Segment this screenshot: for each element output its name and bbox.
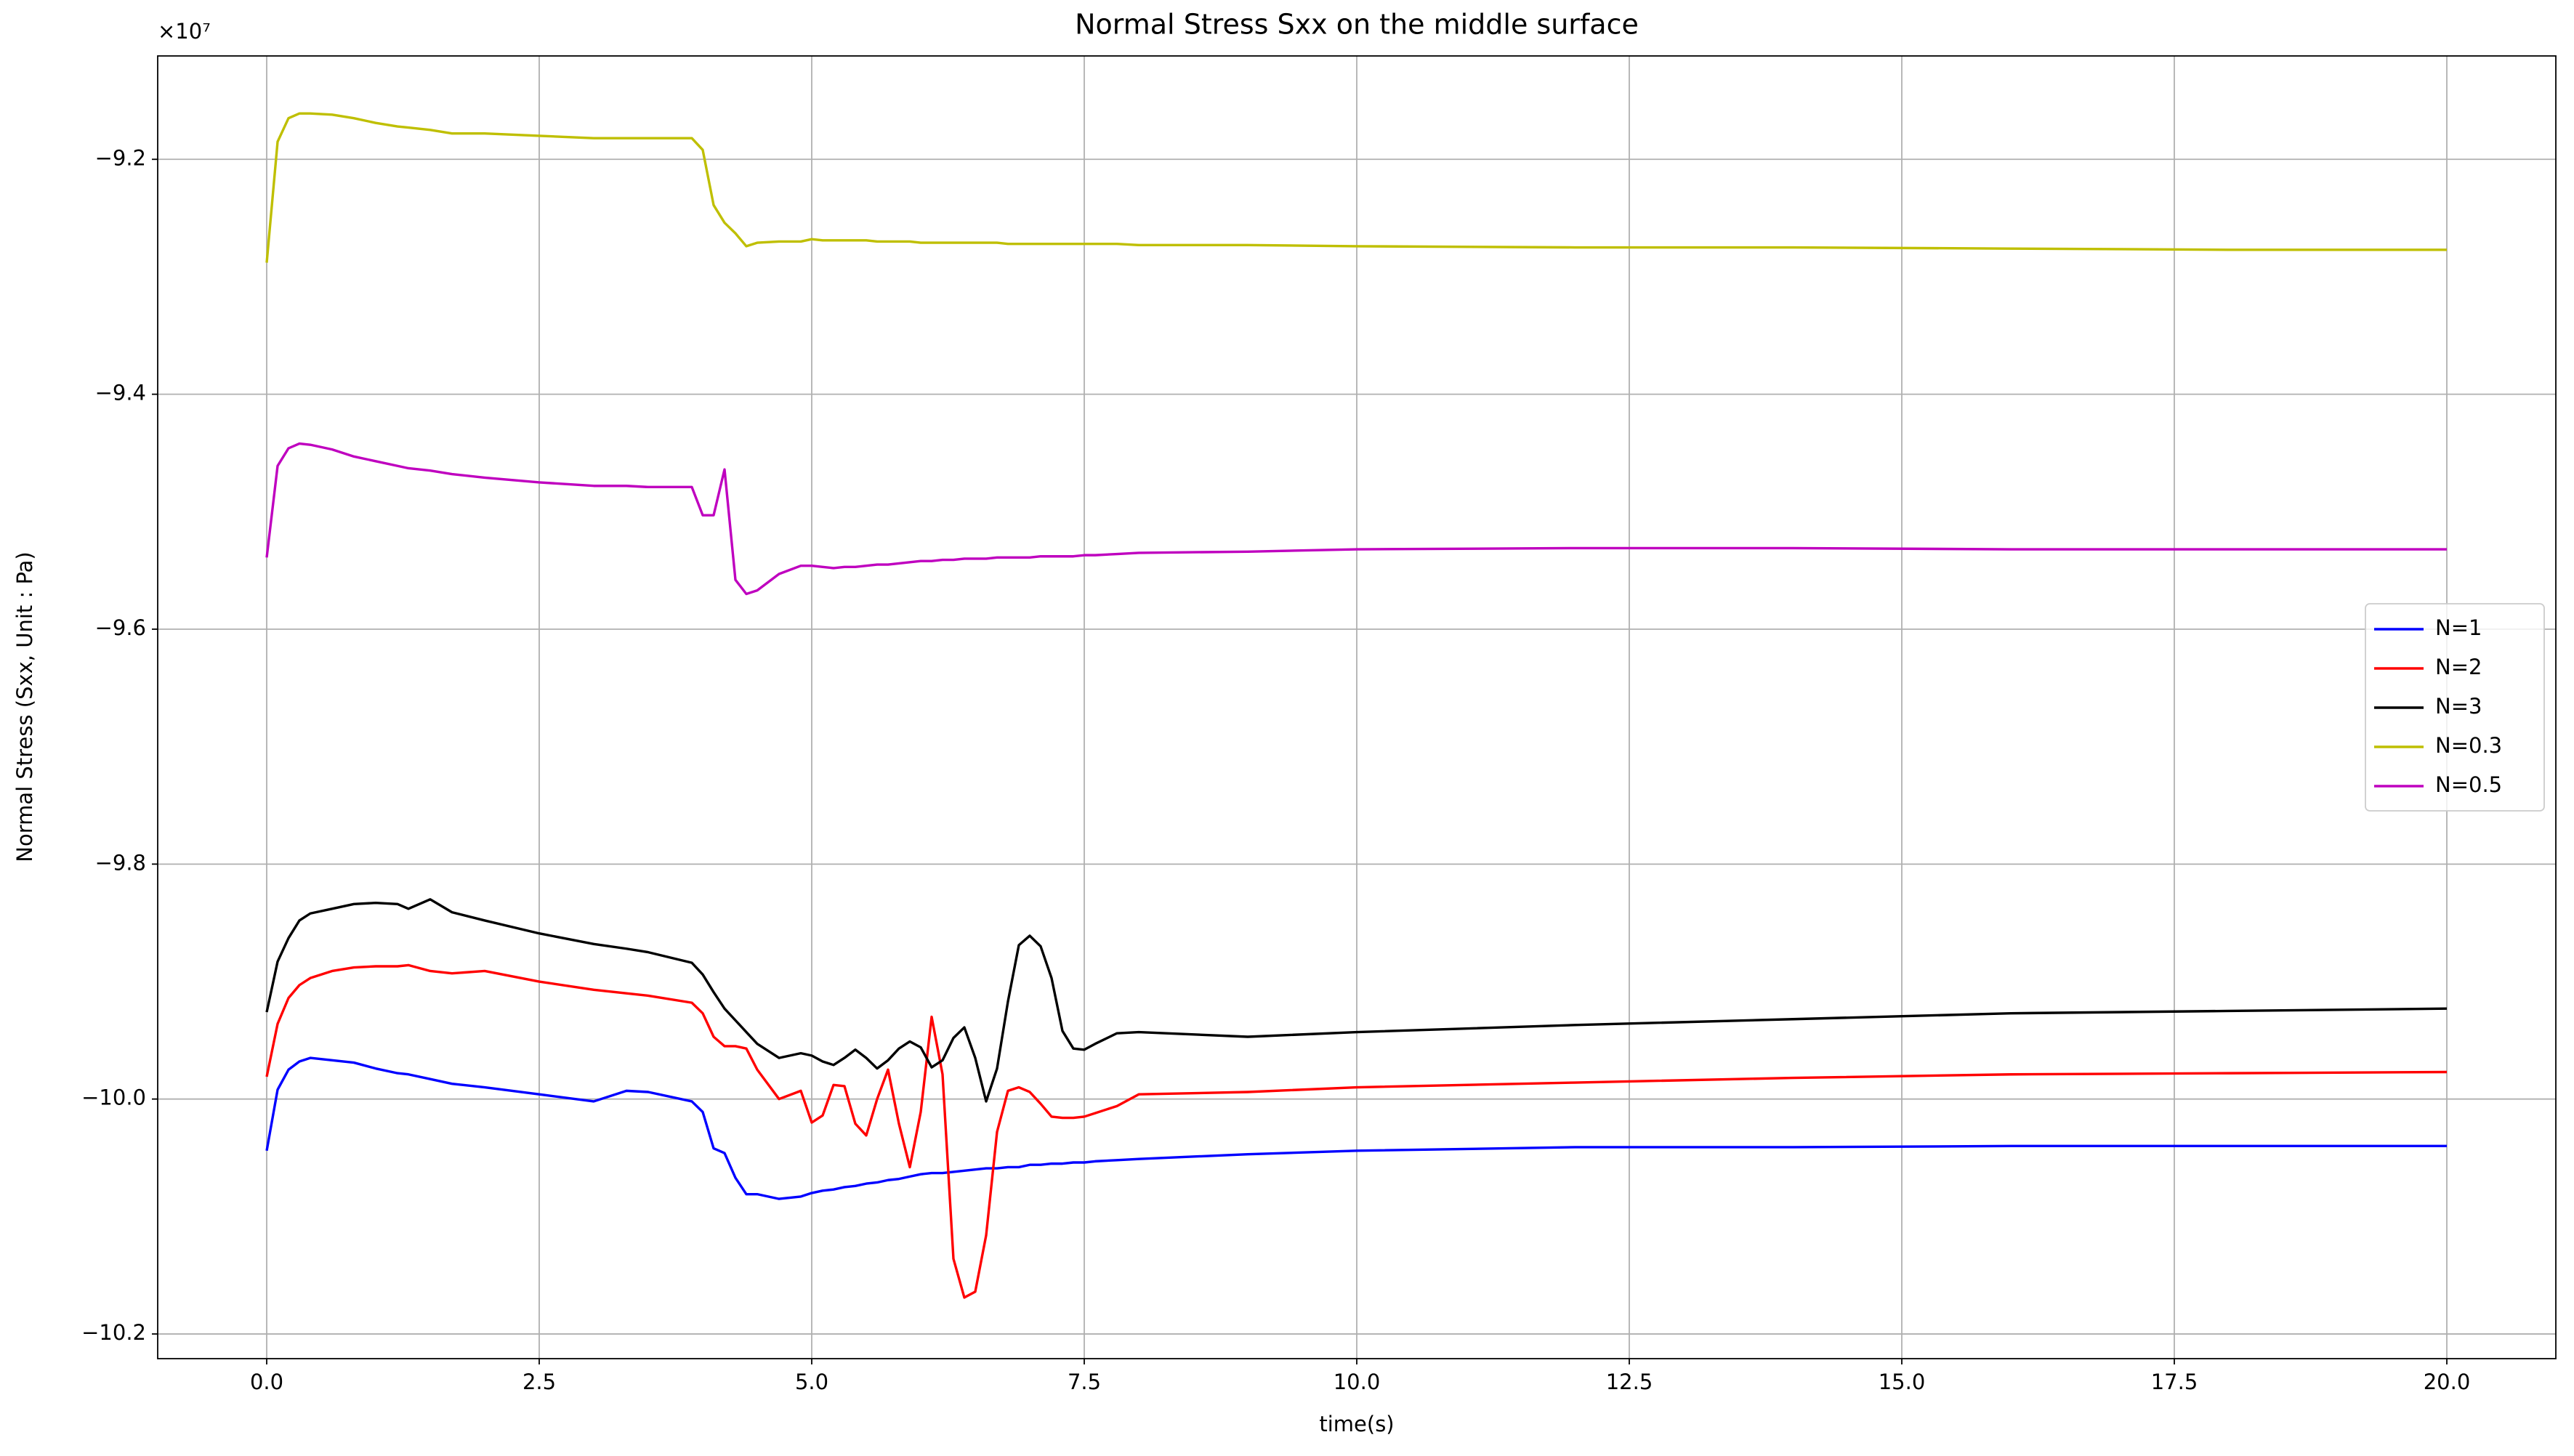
x-tick-label: 20.0 (2424, 1370, 2471, 1394)
y-axis-label: Normal Stress (Sxx, Unit : Pa) (12, 551, 37, 862)
series-line (265, 963, 2448, 1299)
y-tick-label: −9.6 (95, 615, 146, 640)
series-line (265, 442, 2447, 596)
legend-label: N=0.5 (2435, 772, 2502, 797)
legend-label: N=1 (2435, 615, 2482, 640)
x-tick-label: 0.0 (250, 1370, 283, 1394)
y-tick-label: −10.0 (81, 1085, 146, 1110)
x-tick-label: 12.5 (1606, 1370, 1653, 1394)
plot-frame (157, 55, 2557, 1359)
legend: N=1 N=2 N=3 N=0.3 N=0.5 (2365, 603, 2545, 812)
series-line (265, 898, 2448, 1103)
series-line (265, 1056, 2447, 1200)
y-tick-label: −10.2 (81, 1320, 146, 1345)
y-tick-label: −9.8 (95, 850, 146, 875)
y-tick-label: −9.4 (95, 381, 146, 405)
x-tick-label: 5.0 (795, 1370, 828, 1394)
x-tick-label: 2.5 (523, 1370, 556, 1394)
legend-label: N=3 (2435, 694, 2482, 719)
x-tick-label: 7.5 (1068, 1370, 1101, 1394)
x-tick-label: 15.0 (1879, 1370, 1926, 1394)
y-tick-label: −9.2 (95, 145, 146, 170)
legend-label: N=2 (2435, 655, 2482, 679)
chart-title: Normal Stress Sxx on the middle surface (1075, 9, 1639, 41)
series-line (265, 112, 2447, 263)
x-axis-label: time(s) (1319, 1412, 1394, 1436)
x-tick-label: 10.0 (1334, 1370, 1381, 1394)
x-tick-label: 17.5 (2151, 1370, 2198, 1394)
legend-label: N=0.3 (2435, 733, 2502, 758)
legend-box (2365, 603, 2545, 812)
y-offset-label: ×10⁷ (158, 19, 211, 44)
